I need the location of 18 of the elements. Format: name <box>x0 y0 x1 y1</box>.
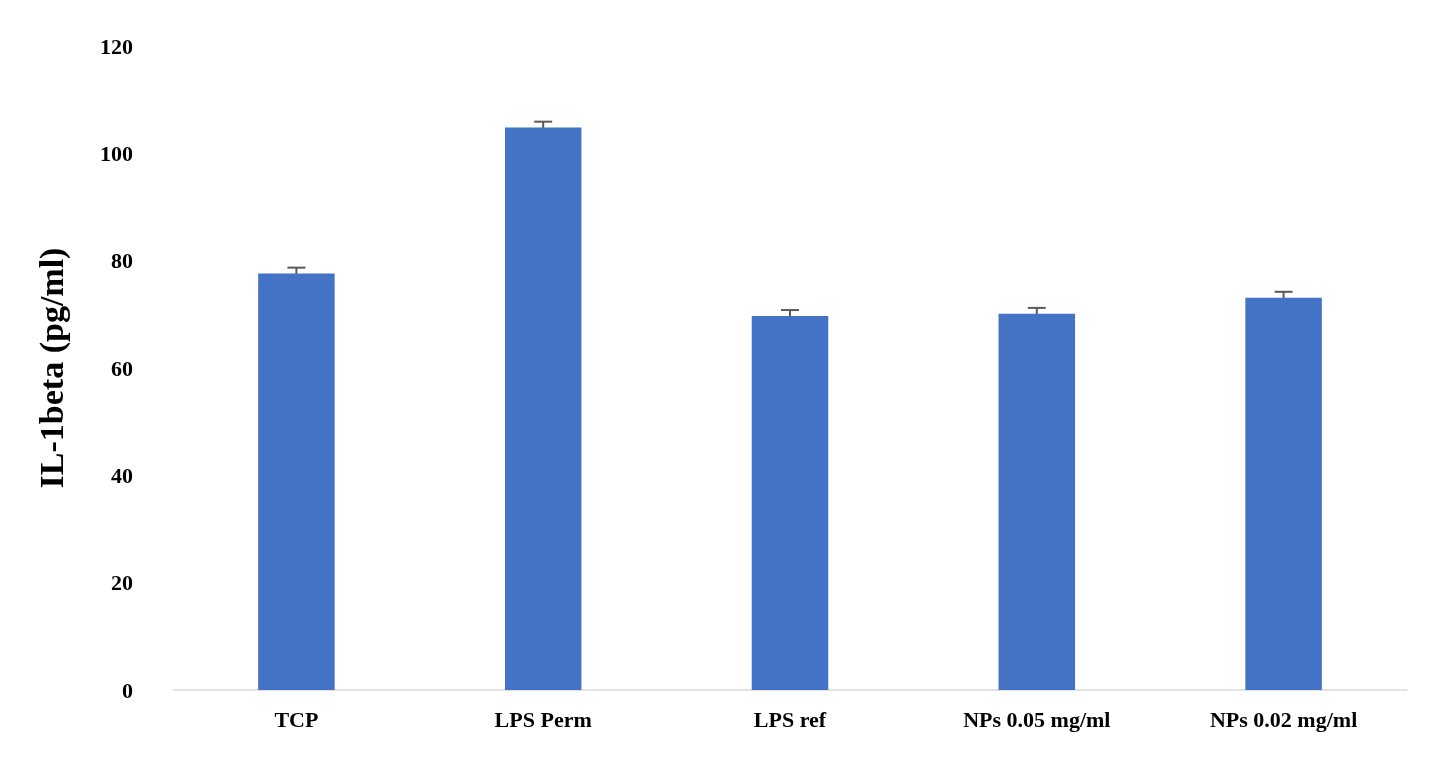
x-tick-label: LPS Perm <box>494 706 592 732</box>
y-tick-label: 120 <box>100 33 133 59</box>
bar <box>504 127 582 690</box>
y-tick-label: 80 <box>111 248 133 274</box>
bar <box>1245 297 1322 690</box>
x-tick-label: NPs 0.02 mg/ml <box>1209 706 1358 732</box>
x-tick-label: TCP <box>274 706 319 732</box>
bar <box>258 273 335 690</box>
y-tick-label: 60 <box>111 355 133 381</box>
bar <box>998 313 1076 690</box>
x-tick-label: LPS ref <box>753 706 827 732</box>
y-tick-label: 20 <box>111 570 133 596</box>
y-tick-label: 100 <box>100 140 133 166</box>
x-tick-label: NPs 0.05 mg/ml <box>963 706 1111 732</box>
bar <box>751 315 829 690</box>
y-tick-label: 40 <box>111 462 133 488</box>
y-axis-title: IL-1beta (pg/ml) <box>32 247 71 489</box>
y-tick-label: 0 <box>122 677 133 703</box>
